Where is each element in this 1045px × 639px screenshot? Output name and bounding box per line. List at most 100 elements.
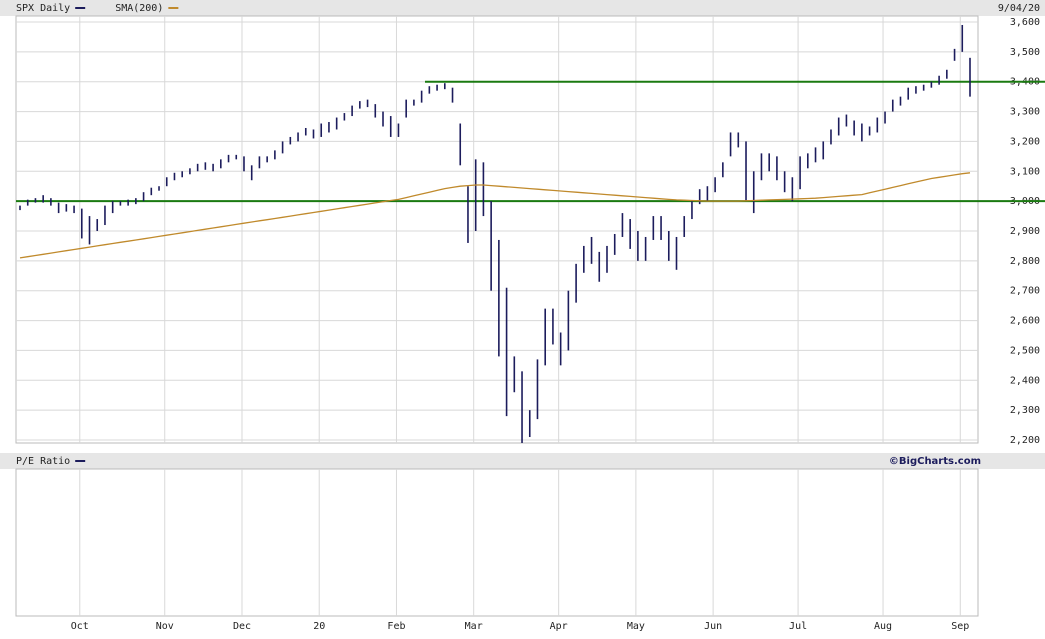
y-tick-label: 2,200: [1010, 435, 1040, 446]
price-bar: [552, 308, 554, 345]
price-bar: [374, 104, 377, 118]
price-bar: [312, 129, 315, 139]
price-bar: [420, 90, 423, 103]
price-bar: [907, 87, 910, 100]
price-bar: [822, 141, 825, 160]
header-bar: [0, 0, 1045, 16]
price-bar: [930, 81, 933, 88]
x-tick-label: Dec: [233, 621, 251, 632]
price-bar: [667, 231, 670, 261]
price-bar: [467, 186, 469, 243]
price-bar: [212, 163, 214, 172]
price-bar: [853, 120, 855, 136]
price-bar: [621, 213, 624, 237]
price-bar: [922, 84, 925, 91]
price-bar: [351, 105, 353, 117]
sma-line: [19, 172, 971, 259]
price-bar: [868, 126, 871, 136]
price-bar: [776, 156, 778, 181]
price-bar: [482, 162, 485, 217]
price-bar: [536, 359, 539, 420]
price-bar: [65, 204, 68, 212]
x-tick-label: Jun: [704, 621, 722, 632]
y-tick-label: 2,400: [1010, 375, 1040, 386]
price-bar: [938, 75, 940, 85]
price-bar: [111, 201, 114, 214]
price-bar: [165, 177, 168, 187]
price-bar: [343, 113, 346, 121]
y-tick-label: 3,300: [1010, 107, 1040, 118]
price-bar: [173, 172, 176, 181]
price-bar: [583, 245, 585, 273]
price-bar: [428, 86, 431, 94]
price-bar: [961, 24, 964, 52]
price-bar: [328, 122, 330, 133]
legend-label: SMA(200): [115, 3, 163, 14]
price-bar: [544, 308, 547, 366]
x-tick-label: May: [627, 621, 645, 632]
y-tick-label: 2,500: [1010, 345, 1040, 356]
price-bar: [567, 290, 570, 351]
legend-label: SPX Daily: [16, 3, 70, 14]
price-bar: [969, 57, 971, 97]
price-bar: [19, 205, 21, 211]
price-bar: [845, 114, 848, 127]
price-bar: [405, 99, 407, 118]
price-bar: [807, 153, 809, 169]
price-bar: [443, 83, 446, 90]
price-bar: [799, 156, 801, 190]
y-tick-label: 3,500: [1010, 47, 1040, 58]
x-tick-label: Aug: [874, 621, 892, 632]
price-bar: [783, 171, 786, 193]
price-bar: [899, 96, 902, 106]
price-bar: [289, 136, 292, 145]
price-bar: [722, 162, 724, 178]
price-bar: [366, 99, 369, 108]
price-bar: [196, 163, 199, 172]
price-bar: [891, 99, 894, 112]
price-bar: [953, 48, 956, 61]
price-bar: [837, 117, 840, 136]
price-bar: [181, 171, 183, 178]
lower-header-bar: [0, 453, 1045, 469]
price-bar: [613, 233, 616, 255]
price-bar: [320, 123, 323, 137]
price-bar: [652, 216, 655, 240]
price-bar: [598, 251, 601, 282]
price-bar: [304, 127, 307, 136]
price-bar: [235, 154, 238, 160]
x-tick-label: Jul: [789, 621, 807, 632]
price-bar: [34, 198, 37, 203]
price-bar: [335, 117, 338, 130]
price-bar: [706, 186, 709, 202]
price-bar: [737, 132, 740, 148]
price-bar: [150, 187, 153, 196]
credit: ©BigCharts.com: [889, 456, 981, 467]
price-bar: [382, 111, 384, 127]
price-bar: [830, 129, 832, 145]
price-bar: [644, 236, 647, 261]
legend-swatch: [168, 7, 179, 9]
price-bar: [96, 219, 99, 231]
price-bar: [57, 202, 60, 214]
price-bar: [691, 201, 693, 220]
price-bar: [528, 410, 531, 438]
price-bar: [88, 216, 91, 245]
price-bar: [752, 171, 755, 214]
price-bar: [451, 87, 454, 103]
price-bar: [413, 99, 415, 106]
y-tick-label: 3,600: [1010, 17, 1040, 28]
price-bar: [629, 219, 631, 249]
price-bar: [73, 205, 75, 214]
price-bar: [521, 371, 523, 443]
price-bar: [42, 195, 44, 203]
price-bar: [189, 168, 191, 175]
price-bar: [590, 236, 593, 264]
price-bar: [760, 153, 763, 181]
price-bar: [243, 156, 245, 172]
legend-swatch: [75, 7, 86, 9]
price-bar: [575, 263, 577, 303]
price-bar: [513, 356, 516, 393]
price-bar: [459, 123, 462, 166]
price-bar: [683, 216, 686, 237]
